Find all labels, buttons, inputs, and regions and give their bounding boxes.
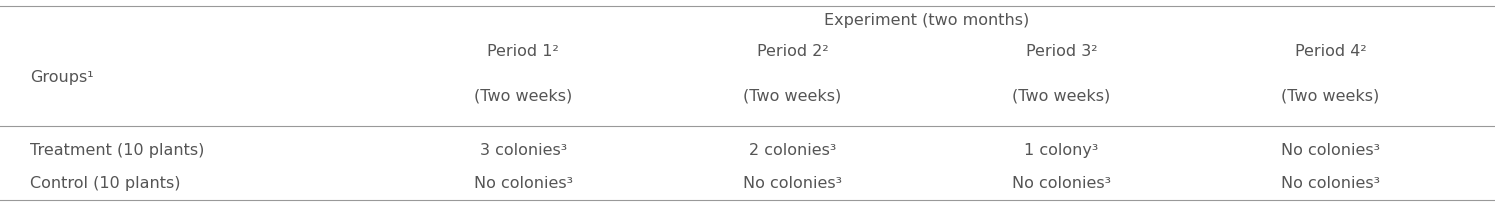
Text: Control (10 plants): Control (10 plants): [30, 176, 181, 191]
Text: Treatment (10 plants): Treatment (10 plants): [30, 143, 205, 159]
Text: Groups¹: Groups¹: [30, 70, 94, 85]
Text: No colonies³: No colonies³: [474, 176, 573, 191]
Text: Period 3²: Period 3²: [1026, 43, 1097, 59]
Text: No colonies³: No colonies³: [743, 176, 842, 191]
Text: (Two weeks): (Two weeks): [743, 88, 842, 103]
Text: 2 colonies³: 2 colonies³: [749, 143, 836, 159]
Text: No colonies³: No colonies³: [1281, 176, 1380, 191]
Text: 1 colony³: 1 colony³: [1024, 143, 1099, 159]
Text: Period 2²: Period 2²: [756, 43, 828, 59]
Text: Period 4²: Period 4²: [1295, 43, 1366, 59]
Text: Experiment (two months): Experiment (two months): [824, 13, 1030, 28]
Text: (Two weeks): (Two weeks): [1281, 88, 1380, 103]
Text: Period 1²: Period 1²: [487, 43, 559, 59]
Text: No colonies³: No colonies³: [1281, 143, 1380, 159]
Text: No colonies³: No colonies³: [1012, 176, 1111, 191]
Text: 3 colonies³: 3 colonies³: [480, 143, 567, 159]
Text: (Two weeks): (Two weeks): [474, 88, 573, 103]
Text: (Two weeks): (Two weeks): [1012, 88, 1111, 103]
